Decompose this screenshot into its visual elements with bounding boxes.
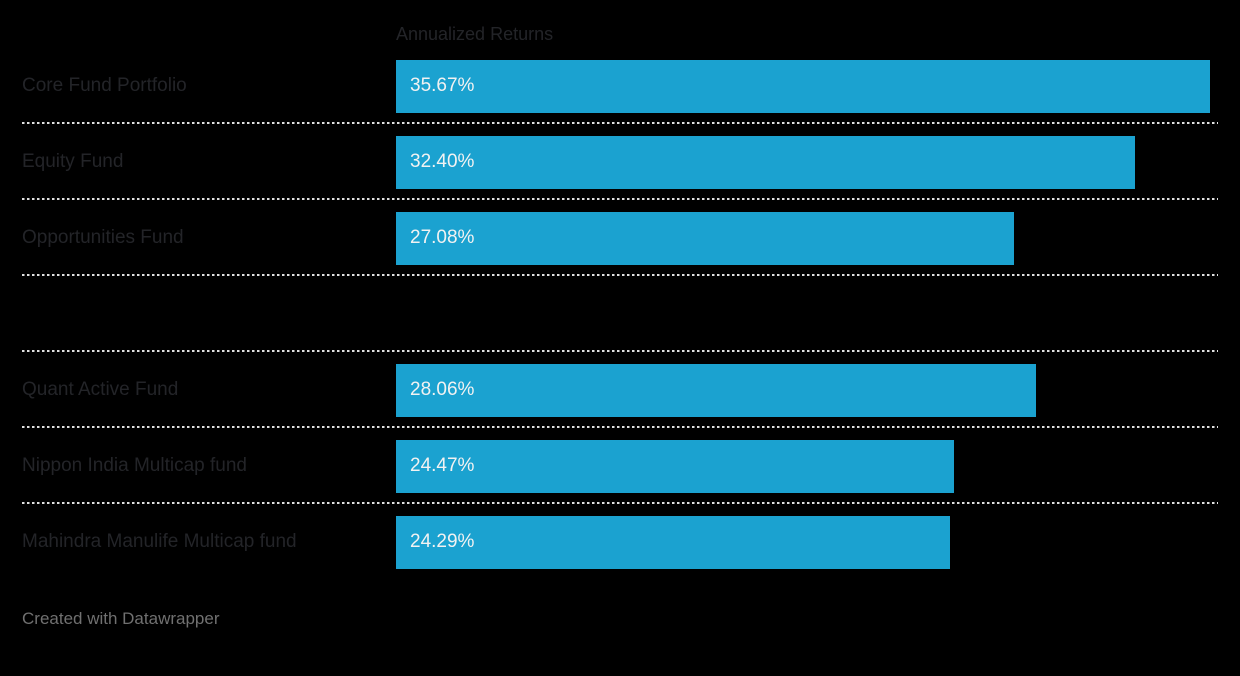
category-label: Mahindra Manulife Multicap fund (22, 531, 297, 552)
chart-row: Mahindra Manulife Multicap fund 24.29% (0, 504, 1240, 580)
bar: 35.67% (396, 59, 1210, 113)
row-separator (22, 349, 1218, 352)
chart-row: Quant Active Fund 28.06% (0, 352, 1240, 428)
row-separator (22, 121, 1218, 124)
row-separator (22, 425, 1218, 428)
bar: 28.06% (396, 363, 1037, 417)
row-separator (22, 197, 1218, 200)
category-label: Core Fund Portfolio (22, 75, 187, 96)
chart-row: Core Fund Portfolio 35.67% (0, 48, 1240, 124)
row-separator (22, 273, 1218, 276)
chart-row: Equity Fund 32.40% (0, 124, 1240, 200)
rows: Core Fund Portfolio 35.67% Equity Fund 3… (0, 48, 1240, 580)
datawrapper-attribution-link[interactable]: Created with Datawrapper (22, 609, 220, 628)
bar-zone: 32.40% (396, 135, 1210, 189)
bar-zone: 27.08% (396, 211, 1210, 265)
bar-chart: Annualized Returns Core Fund Portfolio 3… (0, 22, 1240, 676)
bar: 32.40% (396, 135, 1136, 189)
bar: 27.08% (396, 211, 1014, 265)
bar-zone: 24.47% (396, 439, 1210, 493)
bar-value-label: 27.08% (410, 227, 475, 248)
bar-value-label: 32.40% (410, 151, 475, 172)
bar-zone: 28.06% (396, 363, 1210, 417)
category-label: Nippon India Multicap fund (22, 455, 247, 476)
bar-value-label: 24.29% (410, 531, 475, 552)
bar: 24.29% (396, 515, 951, 569)
bar-value-label: 24.47% (410, 455, 475, 476)
category-label: Equity Fund (22, 151, 124, 172)
chart-row: Opportunities Fund 27.08% (0, 200, 1240, 276)
category-label: Quant Active Fund (22, 379, 179, 400)
bar-zone: 35.67% (396, 59, 1210, 113)
bar-zone (396, 288, 1210, 341)
bar-zone: 24.29% (396, 515, 1210, 569)
column-header: Annualized Returns (396, 24, 554, 44)
category-label: Opportunities Fund (22, 227, 184, 248)
chart-row: Nippon India Multicap fund 24.47% (0, 428, 1240, 504)
chart-header-row: Annualized Returns (0, 22, 1240, 48)
row-separator (22, 501, 1218, 504)
bar-value-label: 28.06% (410, 379, 475, 400)
chart-row (0, 276, 1240, 352)
bar: 24.47% (396, 439, 955, 493)
bar-value-label: 35.67% (410, 75, 475, 96)
